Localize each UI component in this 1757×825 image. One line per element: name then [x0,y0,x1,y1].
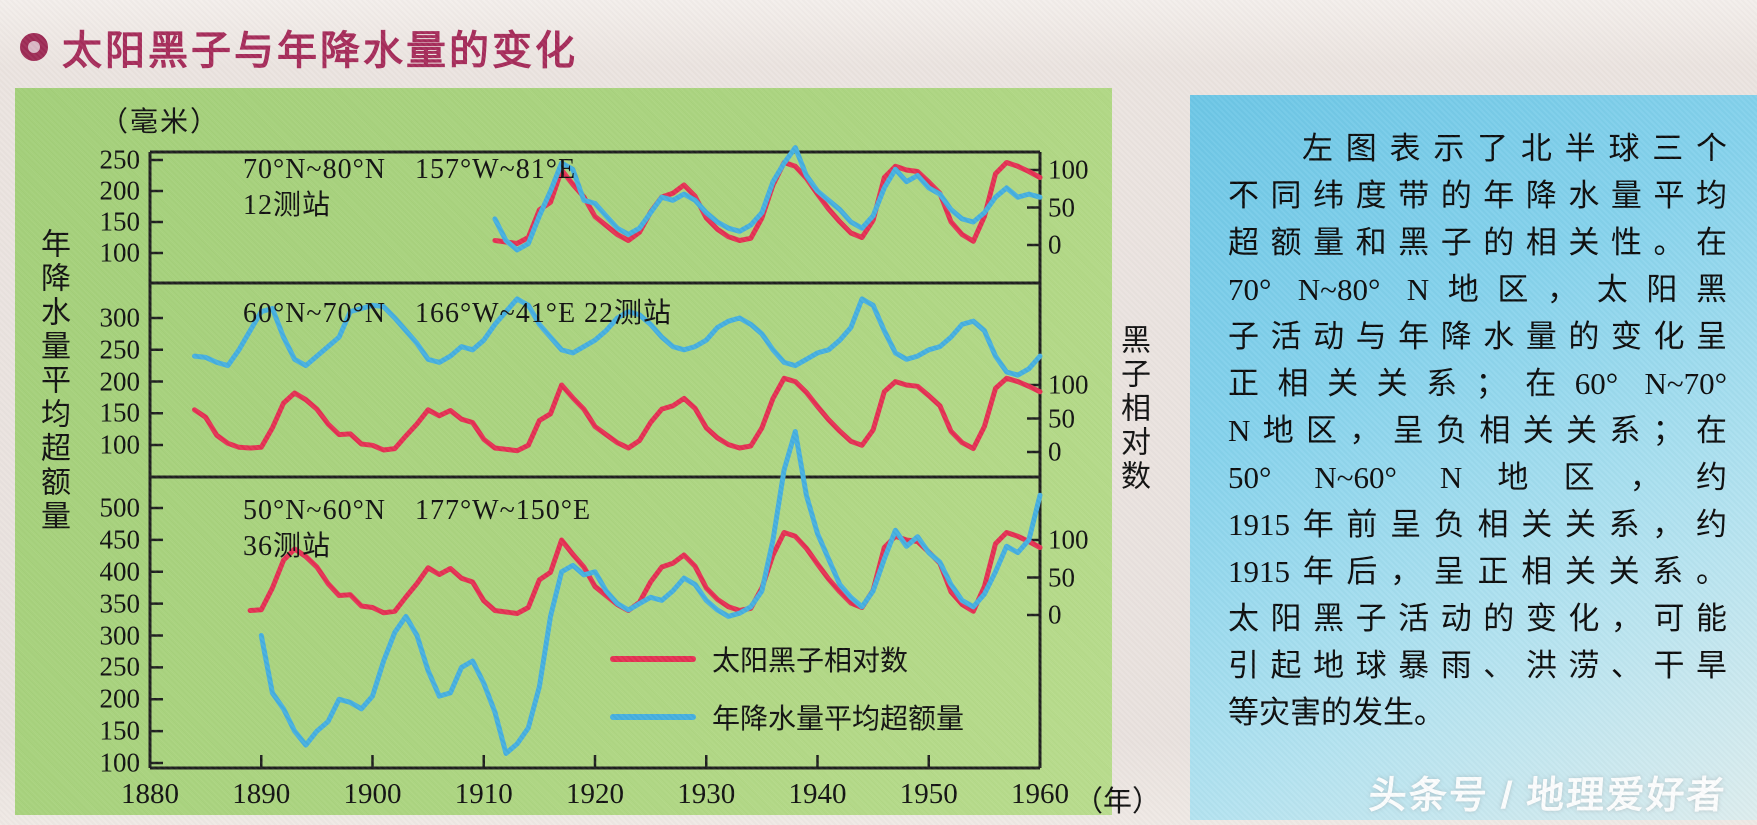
x-tick-label: 1890 [232,778,291,810]
x-tick-label: 1880 [121,778,179,810]
left-tick-label: 200 [99,175,141,206]
info-line: 正相关关系；在60° N~70° [1228,366,1727,401]
page-header: 太阳黑子与年降水量的变化 [20,18,578,76]
right-tick-label: 100 [1048,524,1089,555]
legend-item-precip: 年降水量平均超额量 [610,697,964,737]
right-axis-title: 黑子相对数 [1116,324,1149,494]
panel-3-title: 50°N~60°N 177°W~150°E [243,495,592,526]
x-tick-label: 1950 [899,778,958,810]
right-tick-label: 100 [1048,154,1089,185]
left-tick-label: 200 [99,683,141,714]
page-title: 太阳黑子与年降水量的变化 [62,29,578,73]
left-tick-label: 100 [99,237,141,268]
info-line: 1915年前呈负相关关系，约 [1228,507,1727,542]
sunspot-line-swatch [610,656,696,662]
title-bullet-icon [20,33,48,61]
left-tick-label: 450 [99,524,141,555]
info-line: 不同纬度带的年降水量平均 [1228,178,1727,213]
info-line: 超额量和黑子的相关性。在 [1228,225,1727,260]
right-tick-label: 50 [1048,562,1075,592]
left-tick-label: 300 [99,620,141,650]
left-tick-label: 100 [99,747,141,778]
info-panel: 左图表示了北半球三个 不同纬度带的年降水量平均 超额量和黑子的相关性。在 70°… [1190,95,1757,820]
info-line: 引起地球暴雨、洪涝、干旱 [1228,648,1727,683]
left-tick-label: 250 [99,651,141,682]
panel-3-subtitle: 36测站 [243,531,332,562]
left-axis-title: 年降水量平均超额量 [36,228,69,534]
info-line: 子活动与年降水量的变化呈 [1228,319,1727,354]
panel-1-title: 70°N~80°N 157°W~81°E [243,154,577,185]
info-line: 1915年后，呈正相关关系。 [1228,554,1727,589]
left-tick-label: 500 [99,492,141,523]
right-tick-label: 50 [1048,403,1075,433]
x-tick-label: 1920 [566,778,624,810]
left-tick-label: 350 [99,588,141,619]
left-axis-unit: （毫米） [100,107,221,138]
right-tick-label: 0 [1048,229,1062,260]
info-line: 50° N~60° N地区，约 [1228,460,1727,495]
legend-label: 年降水量平均超额量 [712,704,965,735]
info-line: 太阳黑子活动的变化，可能 [1228,601,1727,636]
info-line: 70° N~80° N地区，太阳黑 [1228,272,1727,307]
x-tick-label: 1940 [788,778,847,810]
x-tick-label: 1930 [677,778,736,810]
left-tick-label: 150 [99,715,141,746]
legend-item-sunspot: 太阳黑子相对数 [610,639,908,679]
legend-label: 太阳黑子相对数 [712,646,909,677]
info-line: N地区，呈负相关关系；在 [1228,413,1727,448]
x-tick-label: 1900 [343,778,402,810]
right-tick-label: 50 [1048,192,1075,222]
info-line: 等灾害的发生。 [1228,695,1445,730]
left-tick-label: 150 [99,397,141,428]
info-text: 左图表示了北半球三个 不同纬度带的年降水量平均 超额量和黑子的相关性。在 70°… [1190,95,1757,736]
left-tick-label: 100 [99,429,141,460]
x-axis-unit: （年） [1074,786,1162,818]
right-tick-label: 0 [1048,436,1062,467]
left-tick-label: 250 [99,334,141,365]
right-tick-label: 100 [1048,369,1089,400]
x-tick-label: 1960 [1011,778,1069,810]
precip-line-swatch [610,714,696,720]
panel-2-title: 60°N~70°N 166°W~41°E 22测站 [243,298,673,329]
x-tick-label: 1910 [454,778,513,810]
info-line: 左图表示了北半球三个 [1302,131,1727,166]
left-tick-label: 200 [99,366,141,396]
left-tick-label: 250 [99,144,141,175]
panel-1-subtitle: 12测站 [243,190,332,221]
watermark: 头条号 / 地理爱好者 [1367,775,1729,817]
right-tick-label: 0 [1048,599,1062,630]
left-tick-label: 400 [99,556,141,587]
left-tick-label: 150 [99,206,141,237]
left-tick-label: 300 [99,302,141,333]
